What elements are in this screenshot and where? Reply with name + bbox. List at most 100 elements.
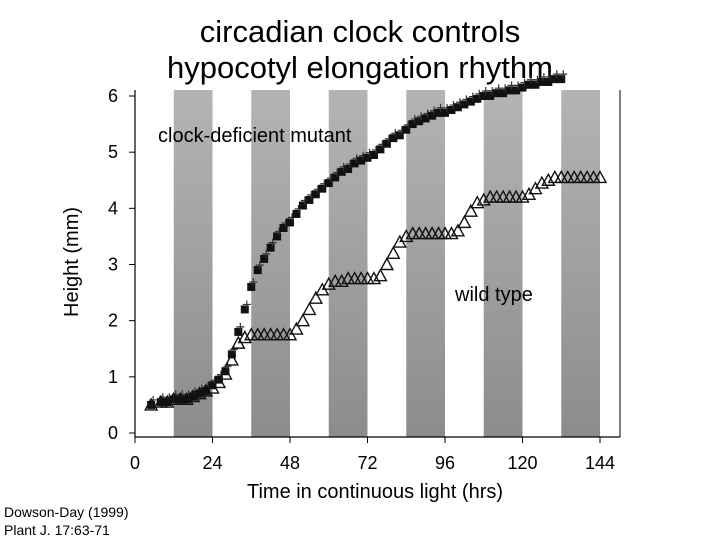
mutant-point-40: [402, 125, 411, 134]
mutant-point-19: [266, 243, 275, 252]
y-tick-label-0: 0: [108, 423, 118, 443]
mutant-point-25: [305, 195, 314, 204]
wildtype-point-23: [289, 321, 304, 335]
citation: Dowson-Day (1999) Plant J. 17:63-71: [4, 503, 129, 539]
x-tick-label-120: 120: [507, 453, 537, 473]
y-tick-label-1: 1: [108, 367, 118, 387]
wildtype-point-51: [470, 195, 485, 209]
mutant-point-cross-17: [255, 261, 264, 270]
mutant-point-37: [382, 139, 391, 148]
y-tick-label-6: 6: [108, 86, 118, 106]
mutant-point-cross-18: [262, 249, 271, 258]
mutant-point-7: [189, 392, 198, 401]
wildtype-point-24: [295, 313, 311, 327]
mutant-point-62: [544, 77, 553, 86]
mutant-point-44: [428, 111, 437, 120]
mutant-point-52: [479, 92, 488, 100]
mutant-point-cross-15: [242, 300, 251, 309]
x-tick-label-96: 96: [435, 453, 455, 473]
wildtype-point-28: [321, 276, 336, 290]
mutant-point-12: [221, 367, 230, 376]
wildtype-point-6: [179, 391, 194, 405]
wildtype-point-1: [143, 397, 159, 411]
mutant-point-14: [234, 327, 243, 336]
mutant-point-59: [524, 80, 533, 89]
mutant-point-cross-14: [236, 322, 245, 331]
mutant-point-38: [389, 134, 398, 143]
mutant-point-39: [395, 131, 404, 140]
chart-title: circadian clock controls hypocotyl elong…: [100, 14, 620, 86]
wildtype-point-8: [192, 386, 207, 400]
wildtype-point-49: [457, 214, 472, 229]
mutant-point-17: [253, 266, 262, 275]
mutant-point-1: [147, 400, 156, 409]
annotation-clock-deficient-mutant: clock-deficient mutant: [158, 125, 352, 147]
wildtype-point-52: [476, 192, 491, 206]
wildtype-point-3: [160, 394, 175, 408]
wildtype-point-12: [218, 366, 233, 380]
mutant-point-49: [460, 100, 469, 109]
wildtype-point-48: [450, 223, 466, 237]
shaded-interval-1: [173, 90, 213, 437]
mutant-point-20: [273, 232, 282, 241]
mutant-point-27: [318, 184, 327, 193]
mutant-point-47: [447, 106, 456, 115]
y-tick-label-2: 2: [108, 311, 118, 331]
mutant-point-55: [499, 89, 508, 98]
x-tick-label-0: 0: [130, 453, 140, 473]
shaded-interval-2: [251, 90, 290, 437]
shaded-interval-4: [406, 90, 445, 437]
chart-title-line-1: circadian clock controls: [199, 14, 521, 49]
y-tick-label-3: 3: [108, 255, 118, 275]
wildtype-point-7: [185, 389, 201, 403]
mutant-point-10: [208, 381, 217, 390]
mutant-point-43: [421, 114, 430, 123]
mutant-point-8: [195, 389, 204, 398]
mutant-point-35: [369, 150, 378, 159]
chart-title-line-2: hypocotyl elongation rhythm: [166, 50, 553, 85]
mutant-point-36: [376, 145, 385, 154]
wildtype-point-38: [386, 245, 401, 259]
wildtype-point-9: [198, 383, 214, 397]
shaded-interval-6: [561, 90, 600, 437]
mutant-point-33: [357, 156, 366, 165]
mutant-point-48: [453, 103, 462, 112]
mutant-point-22: [286, 218, 294, 227]
wildtype-point-40: [399, 228, 414, 243]
mutant-point-61: [537, 77, 546, 86]
y-tick-label-5: 5: [108, 142, 118, 162]
shaded-interval-5: [483, 90, 523, 437]
wildtype-point-70: [592, 169, 608, 184]
wildtype-point-62: [541, 172, 556, 186]
mutant-point-29: [331, 173, 340, 182]
mutant-point-2: [156, 398, 165, 407]
wildtype-point-35: [366, 271, 382, 285]
annotation-wild-type: wild type: [454, 284, 533, 306]
x-tick-label-24: 24: [202, 453, 222, 473]
mutant-point-63: [550, 75, 559, 84]
mutant-point-30: [337, 167, 346, 176]
wildtype-point-15: [237, 330, 252, 344]
mutant-point-56: [505, 86, 514, 95]
mutant-point-42: [415, 117, 424, 126]
mutant-point-4: [169, 395, 178, 404]
mutant-point-50: [466, 97, 475, 106]
wildtype-point-36: [373, 268, 388, 282]
mutant-point-60: [531, 80, 540, 89]
mutant-point-31: [344, 165, 353, 174]
wildtype-point-30: [334, 273, 349, 288]
mutant-point-cross-64: [559, 70, 568, 79]
mutant-point-64: [557, 75, 566, 84]
wildtype-point-61: [534, 175, 550, 189]
mutant-point-34: [363, 153, 372, 162]
mutant-point-26: [311, 190, 320, 199]
mutant-point-18: [260, 254, 269, 263]
mutant-point-24: [298, 201, 307, 210]
mutant-point-51: [473, 94, 482, 103]
mutant-point-28: [324, 179, 333, 188]
citation-line-2: Plant J. 17:63-71: [4, 522, 110, 538]
x-tick-label-72: 72: [357, 453, 377, 473]
wildtype-point-11: [211, 374, 227, 389]
mutant-point-16: [247, 282, 256, 291]
